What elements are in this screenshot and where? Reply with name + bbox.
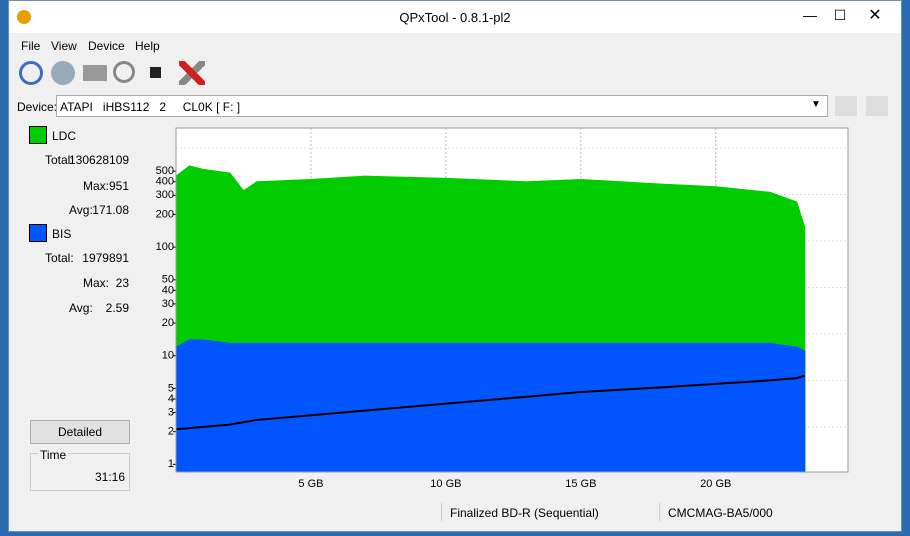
menu-item[interactable]: File xyxy=(21,39,41,53)
x-tick-label: 5 GB xyxy=(298,478,323,490)
y-tick-label: 100 xyxy=(156,241,174,253)
status-cell: Finalized BD-R (Sequential) xyxy=(441,503,656,521)
y-tick-label: 500 xyxy=(156,165,174,177)
x-tick-label: 10 GB xyxy=(430,478,461,490)
y-tick-label: 20 xyxy=(162,317,174,329)
y-tick-label: 40 xyxy=(162,284,174,296)
time-box: Time 31:16 xyxy=(30,448,130,491)
stat-label: Max: xyxy=(83,179,110,193)
menu-item[interactable]: Device xyxy=(88,39,125,53)
close[interactable]: ✕ xyxy=(868,7,882,24)
speed-line xyxy=(175,374,806,431)
y-tick-label: 400 xyxy=(156,176,174,188)
title-bar: QPxTool - 0.8.1-pl2 — ☐ ✕ xyxy=(9,1,901,33)
stat-value: 951 xyxy=(108,179,129,193)
y-tick-label: 10 xyxy=(162,350,174,362)
time-label: Time xyxy=(38,448,69,462)
device-value: ATAPI iHBS112 2 CL0K [ F: ] xyxy=(60,100,241,114)
bis-name: BIS xyxy=(52,227,72,241)
menu-item[interactable]: View xyxy=(51,39,77,53)
ldc-swatch xyxy=(29,126,47,144)
ldc-name: LDC xyxy=(52,129,77,143)
y-tick-label: 5 xyxy=(168,382,174,394)
bis-swatch xyxy=(29,224,47,242)
y-tick-label: 2 xyxy=(168,426,174,438)
app-icon xyxy=(17,10,31,24)
x-tick-label: 20 GB xyxy=(700,478,731,490)
y-tick-label: 200 xyxy=(156,208,174,220)
maximize[interactable]: ☐ xyxy=(833,7,847,23)
y-tick-label: 50 xyxy=(162,274,174,286)
y-tick-label: 3 xyxy=(168,406,174,418)
device-select[interactable]: ATAPI iHBS112 2 CL0K [ F: ] ▼ xyxy=(56,95,828,117)
series-area xyxy=(175,339,806,473)
x-tick-label: 15 GB xyxy=(565,478,596,490)
stat-value: 23 xyxy=(115,276,129,290)
drive-button[interactable] xyxy=(83,65,107,81)
detailed-button[interactable]: Detailed xyxy=(30,420,130,444)
stat-label: Total: xyxy=(45,153,74,167)
status-text: Finalized BD-R (Sequential) xyxy=(450,506,599,520)
stat-value: 171.08 xyxy=(92,203,129,217)
refresh-button[interactable] xyxy=(19,61,43,85)
stat-value: 1979891 xyxy=(82,251,129,265)
plot-border xyxy=(175,127,849,473)
menu-item[interactable]: Help xyxy=(135,39,160,53)
y-tick-label: 1 xyxy=(168,458,174,470)
menu-bar: File View Device Help xyxy=(9,35,901,55)
stat-label: Total: xyxy=(45,251,74,265)
scan-button[interactable] xyxy=(113,61,135,83)
stat-value: 2.59 xyxy=(105,301,129,315)
minimize[interactable]: — xyxy=(803,7,817,23)
device-label: Device: xyxy=(17,100,58,114)
stat-value: 130628109 xyxy=(69,153,130,167)
y-tick-label: 300 xyxy=(156,189,174,201)
lock-button[interactable] xyxy=(866,96,888,116)
dropdown-arrow: ▼ xyxy=(811,99,821,110)
status-cell: CMCMAG-BA5/000 xyxy=(659,503,890,521)
y-tick-label: 30 xyxy=(162,298,174,310)
disc-button[interactable] xyxy=(51,61,75,85)
eject-button[interactable] xyxy=(835,96,857,116)
status-text: CMCMAG-BA5/000 xyxy=(668,506,773,520)
stat-label: Max: xyxy=(83,276,110,290)
y-tick-label: 4 xyxy=(168,393,174,405)
stat-label: Avg: xyxy=(69,301,93,315)
time-value: 31:16 xyxy=(94,470,125,484)
stat-label: Avg: xyxy=(69,203,93,217)
stop-button[interactable] xyxy=(150,67,161,78)
window-title: QPxTool - 0.8.1-pl2 xyxy=(399,10,511,25)
settings-button[interactable] xyxy=(179,61,205,85)
